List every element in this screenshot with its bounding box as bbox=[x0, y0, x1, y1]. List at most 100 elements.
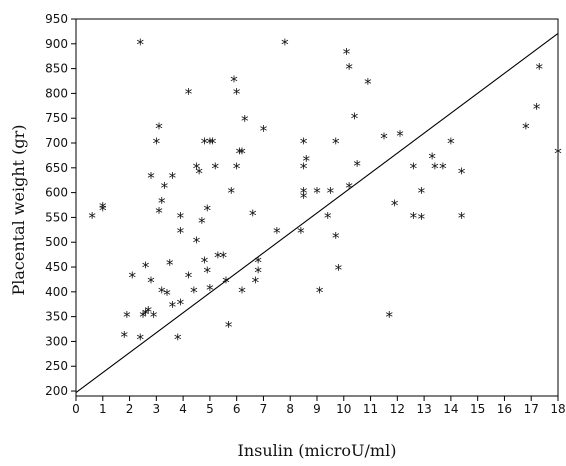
x-tick-label: 11 bbox=[363, 402, 378, 416]
x-tick-label: 15 bbox=[470, 402, 485, 416]
x-tick-label: 10 bbox=[336, 402, 351, 416]
data-point: * bbox=[303, 152, 311, 170]
data-point: * bbox=[214, 249, 222, 267]
y-tick-label: 200 bbox=[45, 384, 68, 398]
x-tick-label: 7 bbox=[260, 402, 268, 416]
data-point: * bbox=[297, 224, 305, 242]
x-tick-label: 14 bbox=[443, 402, 458, 416]
data-points: ****************************************… bbox=[88, 35, 562, 348]
y-tick-label: 750 bbox=[45, 111, 68, 125]
x-tick-label: 12 bbox=[390, 402, 405, 416]
data-point: * bbox=[335, 261, 343, 279]
data-point: * bbox=[142, 259, 150, 277]
data-point: * bbox=[137, 330, 145, 348]
x-axis-title: Insulin (microU/ml) bbox=[238, 441, 397, 460]
data-point: * bbox=[300, 159, 308, 177]
data-point: * bbox=[554, 144, 562, 162]
data-point: * bbox=[252, 273, 260, 291]
data-point: * bbox=[327, 184, 335, 202]
y-tick-label: 250 bbox=[45, 359, 68, 373]
data-point: * bbox=[163, 286, 171, 304]
x-tick-label: 5 bbox=[206, 402, 214, 416]
data-point: * bbox=[193, 159, 201, 177]
data-point: * bbox=[238, 283, 246, 301]
x-tick-label: 18 bbox=[550, 402, 565, 416]
data-point: * bbox=[195, 164, 203, 182]
data-point: * bbox=[169, 169, 177, 187]
data-point: * bbox=[201, 135, 209, 153]
data-point: * bbox=[177, 209, 185, 227]
data-point: * bbox=[316, 283, 324, 301]
data-point: * bbox=[313, 184, 321, 202]
y-tick-label: 700 bbox=[45, 136, 68, 150]
data-point: * bbox=[254, 263, 262, 281]
data-point: * bbox=[88, 209, 96, 227]
data-point: * bbox=[123, 308, 131, 326]
data-point: * bbox=[201, 254, 209, 272]
data-point: * bbox=[332, 229, 340, 247]
data-point: * bbox=[155, 120, 163, 138]
data-point: * bbox=[155, 204, 163, 222]
data-point: * bbox=[161, 179, 169, 197]
y-tick-label: 650 bbox=[45, 161, 68, 175]
data-point: * bbox=[206, 135, 214, 153]
data-point: * bbox=[137, 35, 145, 53]
data-point: * bbox=[324, 209, 332, 227]
data-point: * bbox=[418, 210, 426, 228]
x-tick-label: 2 bbox=[126, 402, 134, 416]
y-tick-label: 950 bbox=[45, 12, 68, 26]
data-point: * bbox=[139, 308, 147, 326]
data-point: * bbox=[418, 184, 426, 202]
data-point: * bbox=[345, 179, 353, 197]
data-point: * bbox=[410, 159, 418, 177]
data-point: * bbox=[153, 135, 161, 153]
data-point: * bbox=[225, 318, 233, 336]
x-tick-label: 6 bbox=[233, 402, 241, 416]
data-point: * bbox=[533, 100, 541, 118]
data-point: * bbox=[353, 157, 361, 175]
data-point: * bbox=[300, 189, 308, 207]
x-tick-label: 3 bbox=[153, 402, 161, 416]
data-point: * bbox=[300, 184, 308, 202]
data-point: * bbox=[211, 159, 219, 177]
x-tick-label: 4 bbox=[179, 402, 187, 416]
data-point: * bbox=[391, 197, 399, 215]
data-point: * bbox=[190, 283, 198, 301]
x-tick-label: 0 bbox=[72, 402, 80, 416]
data-point: * bbox=[220, 249, 228, 267]
y-tick-label: 600 bbox=[45, 186, 68, 200]
data-point: * bbox=[158, 283, 166, 301]
data-point: * bbox=[177, 296, 185, 314]
data-point: * bbox=[345, 60, 353, 78]
x-tick-label: 1 bbox=[99, 402, 107, 416]
y-tick-label: 500 bbox=[45, 235, 68, 249]
data-point: * bbox=[343, 45, 351, 63]
data-point: * bbox=[185, 268, 193, 286]
y-tick-label: 450 bbox=[45, 260, 68, 274]
data-point: * bbox=[431, 159, 439, 177]
data-point: * bbox=[147, 169, 155, 187]
data-point: * bbox=[428, 149, 436, 167]
data-point: * bbox=[273, 224, 281, 242]
data-point: * bbox=[458, 209, 466, 227]
data-point: * bbox=[193, 234, 201, 252]
data-point: * bbox=[177, 224, 185, 242]
y-axis-title: Placental weight (gr) bbox=[9, 124, 28, 295]
data-point: * bbox=[396, 127, 404, 145]
y-tick-label: 850 bbox=[45, 62, 68, 76]
data-point: * bbox=[230, 73, 238, 91]
data-point: * bbox=[198, 214, 206, 232]
data-point: * bbox=[222, 273, 230, 291]
data-point: * bbox=[169, 298, 177, 316]
data-point: * bbox=[386, 308, 394, 326]
data-point: * bbox=[522, 120, 530, 138]
y-tick-label: 400 bbox=[45, 285, 68, 299]
data-point: * bbox=[249, 206, 257, 224]
data-point: * bbox=[281, 35, 289, 53]
data-point: * bbox=[233, 85, 241, 103]
data-point: * bbox=[410, 209, 418, 227]
data-point: * bbox=[145, 303, 153, 321]
data-point: * bbox=[536, 60, 544, 78]
data-point: * bbox=[241, 112, 249, 130]
